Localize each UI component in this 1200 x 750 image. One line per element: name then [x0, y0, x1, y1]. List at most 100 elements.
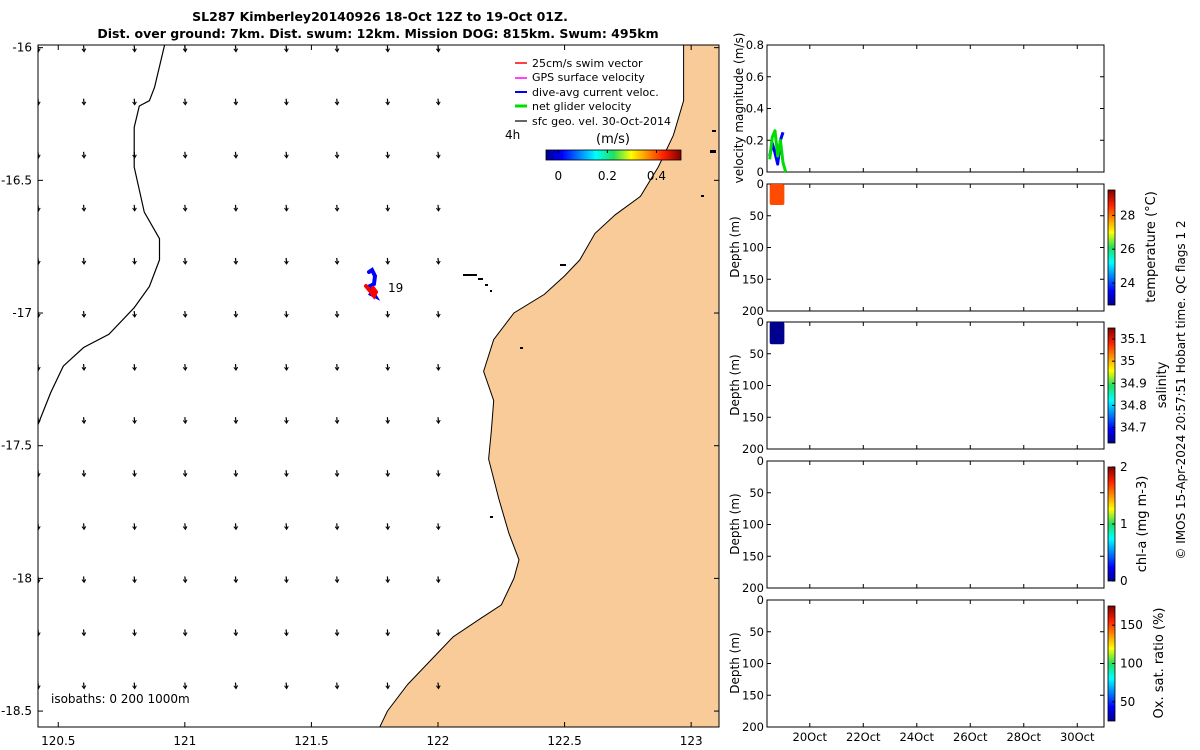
colorbar-tick-label: 0 [1120, 574, 1128, 588]
current-arrow [385, 682, 390, 690]
y-tick-label: 50 [749, 486, 764, 500]
colorbar-tick-label: 34.7 [1120, 421, 1147, 435]
current-arrow [182, 310, 188, 318]
current-arrow [132, 629, 137, 637]
y-tick-label: 200 [742, 304, 764, 318]
y-tick-label: 200 [742, 442, 764, 456]
current-arrow [334, 98, 340, 106]
map-frame [37, 44, 720, 728]
y-tick-label: 150 [742, 688, 764, 702]
y-tick-label: 150 [742, 410, 764, 424]
current-arrow [81, 204, 87, 212]
current-arrow [81, 98, 87, 106]
oxygen-frame [766, 599, 1105, 728]
map-colorbar-tick-label: 0 [554, 169, 562, 183]
current-arrow [132, 576, 137, 584]
current-arrow [81, 417, 87, 425]
y-tick-label: 0 [757, 165, 764, 179]
temperature-colorbar [1107, 189, 1116, 306]
current-arrow [81, 151, 87, 159]
current-arrow [435, 310, 441, 318]
colorbar-tick-label: 100 [1120, 657, 1143, 671]
velocity-frame [766, 44, 1105, 173]
y-tick-label: 50 [749, 347, 764, 361]
current-arrow [233, 629, 239, 637]
current-arrow [233, 151, 239, 159]
colorbar-tick-label: 24 [1120, 276, 1135, 290]
map-colorbar [545, 149, 682, 161]
salinity-panel: 0 50 100 150 200 Depth (m) 34.7 34.8 34.9 35 35.… [728, 315, 1170, 456]
y-tick-label: 100 [742, 241, 764, 255]
time-tick-label: 30Oct [1060, 730, 1095, 744]
current-arrow [435, 204, 441, 212]
current-arrow [334, 417, 340, 425]
current-arrow [233, 576, 239, 584]
current-arrow [334, 151, 340, 159]
current-arrow [385, 257, 390, 265]
y-tick-label: 100 [742, 518, 764, 532]
map-x-tick-label: 122.5 [547, 734, 581, 748]
current-arrow [132, 310, 137, 318]
current-arrow [284, 576, 289, 584]
map-colorbar-ticks: 0 0.2 0.4 [554, 150, 666, 183]
current-arrow [233, 98, 239, 106]
temperature-colorbar-label: temperature (°C) [1144, 191, 1159, 303]
colorbar-tick-label: 34.9 [1120, 376, 1147, 390]
legend-item-sfc-geo: sfc geo. vel. 30-Oct-2014 [515, 115, 671, 128]
legend-item-swim: 25cm/s swim vector [515, 57, 643, 70]
islands [463, 130, 716, 518]
current-arrow [435, 257, 441, 265]
title-line-2: Dist. over ground: 7km. Dist. swum: 12km… [97, 26, 658, 41]
current-arrows [38, 45, 441, 690]
salinity-colorbar-ticks: 34.7 34.8 34.9 35 35.1 [1112, 332, 1147, 435]
current-arrow [81, 364, 87, 372]
temperature-y-axis: 0 50 100 150 200 [742, 177, 1104, 318]
current-arrow [233, 682, 239, 690]
temperature-colorbar-ticks: 24 26 28 [1112, 208, 1135, 290]
map-legend: 25cm/s swim vector GPS surface velocity … [505, 57, 682, 183]
current-arrow [132, 364, 137, 372]
map-x-tick-label: 121 [173, 734, 196, 748]
current-arrow [182, 576, 188, 584]
chlorophyll-frame [766, 460, 1105, 589]
map-colorbar-tick-label: 0.4 [647, 169, 666, 183]
map-x-tick-label: 121.5 [294, 734, 328, 748]
current-arrow [435, 151, 441, 159]
salinity-frame [766, 321, 1105, 450]
current-arrow [182, 470, 188, 478]
temperature-data [769, 184, 785, 205]
oxygen-colorbar-ticks: 50 100 150 [1112, 618, 1143, 709]
current-arrow [182, 204, 188, 212]
current-arrow [284, 45, 289, 53]
velocity-y-axis: 0 0.2 0.4 0.6 0.8 [746, 38, 1104, 179]
current-arrow [284, 682, 289, 690]
velocity-panel: 0 0.2 0.4 0.6 0.8 velocity magnitude (m/s) [732, 33, 1105, 183]
current-arrow [81, 523, 87, 531]
y-tick-label: 200 [742, 720, 764, 734]
current-arrow [233, 417, 239, 425]
current-arrow [435, 364, 441, 372]
colorbar-tick-label: 35 [1120, 354, 1135, 368]
y-tick-label: 150 [742, 272, 764, 286]
current-arrow [81, 682, 87, 690]
y-tick-label: 200 [742, 581, 764, 595]
current-arrow [385, 576, 390, 584]
current-arrow [284, 257, 289, 265]
map-x-tick-label: 123 [680, 734, 703, 748]
current-arrow [284, 417, 289, 425]
y-tick-label: 0 [757, 315, 764, 329]
chlorophyll-y-axis: 0 50 100 150 200 [742, 454, 1104, 595]
map-x-axis: 120.5 121 121.5 122 122.5 123 [41, 45, 703, 748]
current-arrow [233, 364, 239, 372]
current-arrow [284, 151, 289, 159]
time-tick-label: 22Oct [846, 730, 881, 744]
current-arrow [385, 417, 390, 425]
salinity-colorbar [1107, 327, 1116, 444]
colorbar-tick-label: 150 [1120, 618, 1143, 632]
current-arrow [435, 629, 441, 637]
current-arrow [334, 204, 340, 212]
current-arrow [132, 470, 137, 478]
svg-text:25cm/s swim vector: 25cm/s swim vector [532, 57, 643, 70]
colorbar-unit-label: (m/s) [596, 132, 630, 147]
current-arrow [284, 470, 289, 478]
